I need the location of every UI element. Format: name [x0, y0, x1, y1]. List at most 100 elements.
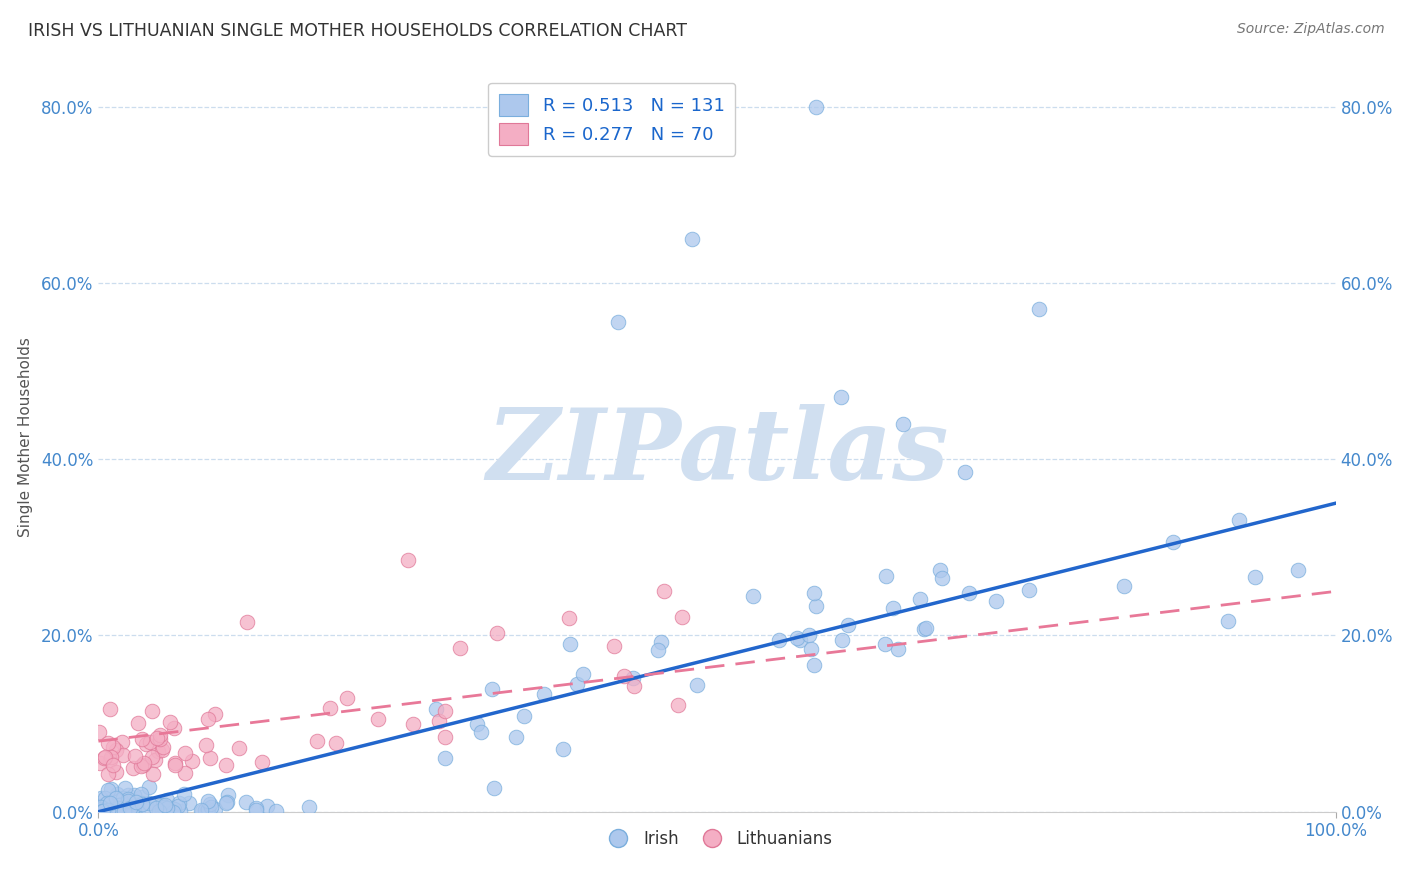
- Point: [533, 687, 555, 701]
- Point: [141, 704, 163, 718]
- Point: [111, 791, 134, 805]
- Point: [266, 804, 288, 818]
- Point: [149, 731, 172, 746]
- Point: [91, 804, 114, 818]
- Point: [149, 728, 172, 742]
- Point: [97, 803, 120, 817]
- Point: [152, 739, 174, 754]
- Point: [250, 755, 273, 769]
- Point: [131, 732, 153, 747]
- Point: [105, 764, 128, 779]
- Point: [197, 712, 219, 726]
- Point: [1112, 579, 1135, 593]
- Point: [402, 717, 425, 731]
- Point: [198, 751, 221, 765]
- Point: [481, 681, 503, 696]
- Point: [90, 790, 112, 805]
- Point: [93, 751, 115, 765]
- Point: [143, 753, 166, 767]
- Point: [571, 667, 593, 681]
- Point: [217, 788, 239, 802]
- Legend: Irish, Lithuanians: Irish, Lithuanians: [593, 822, 841, 855]
- Point: [107, 801, 129, 815]
- Point: [100, 750, 122, 764]
- Point: [141, 750, 163, 764]
- Point: [114, 780, 136, 795]
- Point: [122, 761, 145, 775]
- Point: [837, 618, 859, 632]
- Point: [191, 804, 214, 818]
- Point: [603, 639, 626, 653]
- Point: [215, 758, 238, 772]
- Point: [882, 600, 904, 615]
- Point: [1227, 514, 1250, 528]
- Point: [789, 633, 811, 648]
- Point: [89, 756, 111, 770]
- Point: [89, 804, 111, 818]
- Point: [129, 759, 152, 773]
- Point: [482, 780, 505, 795]
- Point: [156, 801, 179, 815]
- Point: [427, 714, 450, 728]
- Point: [121, 804, 143, 818]
- Point: [198, 797, 221, 812]
- Point: [307, 734, 329, 748]
- Point: [912, 622, 935, 636]
- Point: [336, 691, 359, 706]
- Point: [98, 797, 121, 811]
- Point: [228, 740, 250, 755]
- Point: [681, 232, 703, 246]
- Point: [138, 797, 160, 811]
- Point: [89, 800, 111, 814]
- Point: [434, 751, 457, 765]
- Point: [127, 803, 149, 817]
- Point: [891, 417, 914, 431]
- Point: [90, 805, 112, 819]
- Point: [803, 586, 825, 600]
- Point: [449, 640, 471, 655]
- Point: [245, 801, 267, 815]
- Point: [623, 671, 645, 685]
- Point: [117, 796, 139, 810]
- Point: [367, 712, 389, 726]
- Point: [204, 802, 226, 816]
- Point: [127, 716, 149, 731]
- Point: [150, 743, 173, 757]
- Point: [873, 637, 896, 651]
- Point: [162, 805, 184, 819]
- Point: [245, 803, 267, 817]
- Point: [105, 787, 128, 801]
- Point: [200, 800, 222, 814]
- Point: [803, 657, 825, 672]
- Point: [931, 571, 953, 585]
- Point: [557, 611, 579, 625]
- Point: [93, 803, 115, 817]
- Point: [167, 796, 190, 810]
- Point: [613, 669, 636, 683]
- Point: [131, 797, 153, 811]
- Point: [236, 615, 259, 630]
- Point: [169, 804, 191, 818]
- Point: [174, 746, 197, 760]
- Point: [204, 706, 226, 721]
- Point: [425, 702, 447, 716]
- Y-axis label: Single Mother Households: Single Mother Households: [18, 337, 32, 537]
- Text: ZIPatlas: ZIPatlas: [486, 404, 948, 500]
- Point: [830, 391, 852, 405]
- Point: [96, 796, 118, 810]
- Point: [1244, 570, 1267, 584]
- Point: [98, 753, 121, 767]
- Point: [104, 805, 127, 819]
- Point: [120, 799, 142, 814]
- Point: [125, 795, 148, 809]
- Point: [804, 99, 827, 113]
- Point: [131, 758, 153, 772]
- Point: [831, 632, 853, 647]
- Point: [173, 787, 195, 801]
- Point: [153, 798, 176, 813]
- Point: [162, 802, 184, 816]
- Point: [215, 795, 238, 809]
- Point: [786, 631, 808, 645]
- Point: [567, 677, 589, 691]
- Point: [1018, 583, 1040, 598]
